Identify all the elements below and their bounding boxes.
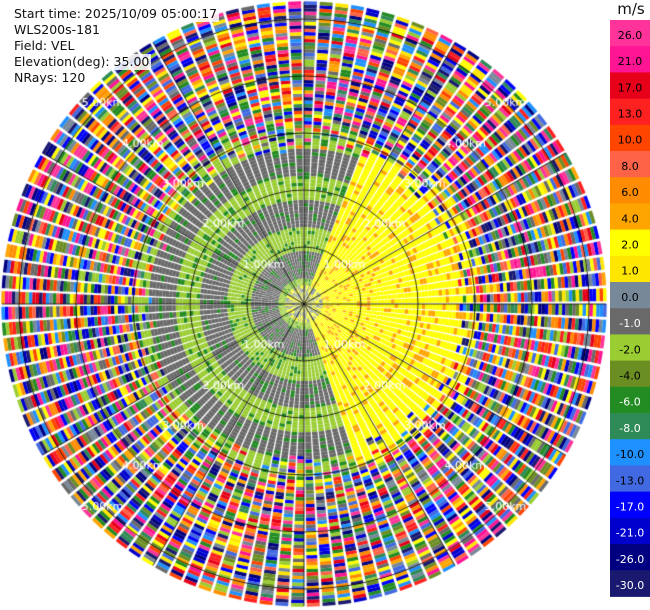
colorbar-segment xyxy=(610,544,650,571)
colorbar-segment xyxy=(610,386,650,414)
colorbar-tick-label: -30.0 xyxy=(616,579,644,592)
colorbar-tick-label: 0.0 xyxy=(621,291,639,304)
colorbar-tick-label: -21.0 xyxy=(616,527,644,540)
colorbar-segment xyxy=(610,360,650,388)
colorbar-tick-label: 13.0 xyxy=(618,107,643,120)
instrument-label: WLS200s-181 xyxy=(12,22,102,38)
colorbar-tick-label: 26.0 xyxy=(618,29,643,42)
colorbar-segment xyxy=(610,282,650,309)
colorbar-segment xyxy=(610,255,650,283)
colorbar-tick-label: 2.0 xyxy=(621,238,639,251)
colorbar-segment xyxy=(610,439,650,466)
colorbar-tick-label: -8.0 xyxy=(619,422,640,435)
colorbar-segment xyxy=(610,308,650,335)
start-time-label: Start time: 2025/10/09 05:00:17 xyxy=(12,6,220,22)
colorbar-segment xyxy=(610,570,650,597)
colorbar-tick-label: -17.0 xyxy=(616,500,644,513)
ppi-velocity-plot xyxy=(0,0,608,610)
colorbar-segment xyxy=(610,72,650,100)
colorbar-tick-label: 17.0 xyxy=(618,81,643,94)
colorbar-tick-label: 1.0 xyxy=(621,265,639,278)
colorbar-segment xyxy=(610,151,650,178)
colorbar-tick-label: -2.0 xyxy=(619,343,640,356)
colorbar-segment xyxy=(610,229,650,257)
elevation-label: Elevation(deg): 35.00 xyxy=(12,54,152,70)
colorbar-tick-label: 10.0 xyxy=(618,134,643,147)
colorbar-segment xyxy=(610,413,650,440)
colorbar-tick-label: -1.0 xyxy=(619,317,640,330)
field-label: Field: VEL xyxy=(12,38,77,54)
colorbar-segment xyxy=(610,491,650,519)
nrays-label: NRays: 120 xyxy=(12,70,88,86)
colorbar-segment xyxy=(610,20,650,47)
colorbar-segment xyxy=(610,124,650,152)
colorbar-unit-label: m/s xyxy=(617,0,645,18)
colorbar-tick-label: -4.0 xyxy=(619,369,640,382)
colorbar-tick-label: 6.0 xyxy=(621,186,639,199)
colorbar-segment xyxy=(610,177,650,204)
colorbar-segment xyxy=(610,203,650,231)
colorbar-tick-label: -10.0 xyxy=(616,448,644,461)
colorbar-tick-label: -13.0 xyxy=(616,474,644,487)
colorbar-segment xyxy=(610,98,650,126)
colorbar-tick-label: -6.0 xyxy=(619,396,640,409)
colorbar-segment xyxy=(610,46,650,73)
colorbar-segment xyxy=(610,334,650,362)
colorbar-tick-label: 8.0 xyxy=(621,160,639,173)
colorbar-tick-label: 4.0 xyxy=(621,212,639,225)
colorbar: 26.0 21.0 17.0 13.0 10.0 8.0 6.0 4.0 2.0 1.0 0.0 -1… xyxy=(610,20,650,597)
colorbar-segment xyxy=(610,517,650,545)
colorbar-segment xyxy=(610,465,650,493)
colorbar-tick-label: -26.0 xyxy=(616,553,644,566)
colorbar-tick-label: 21.0 xyxy=(618,55,643,68)
